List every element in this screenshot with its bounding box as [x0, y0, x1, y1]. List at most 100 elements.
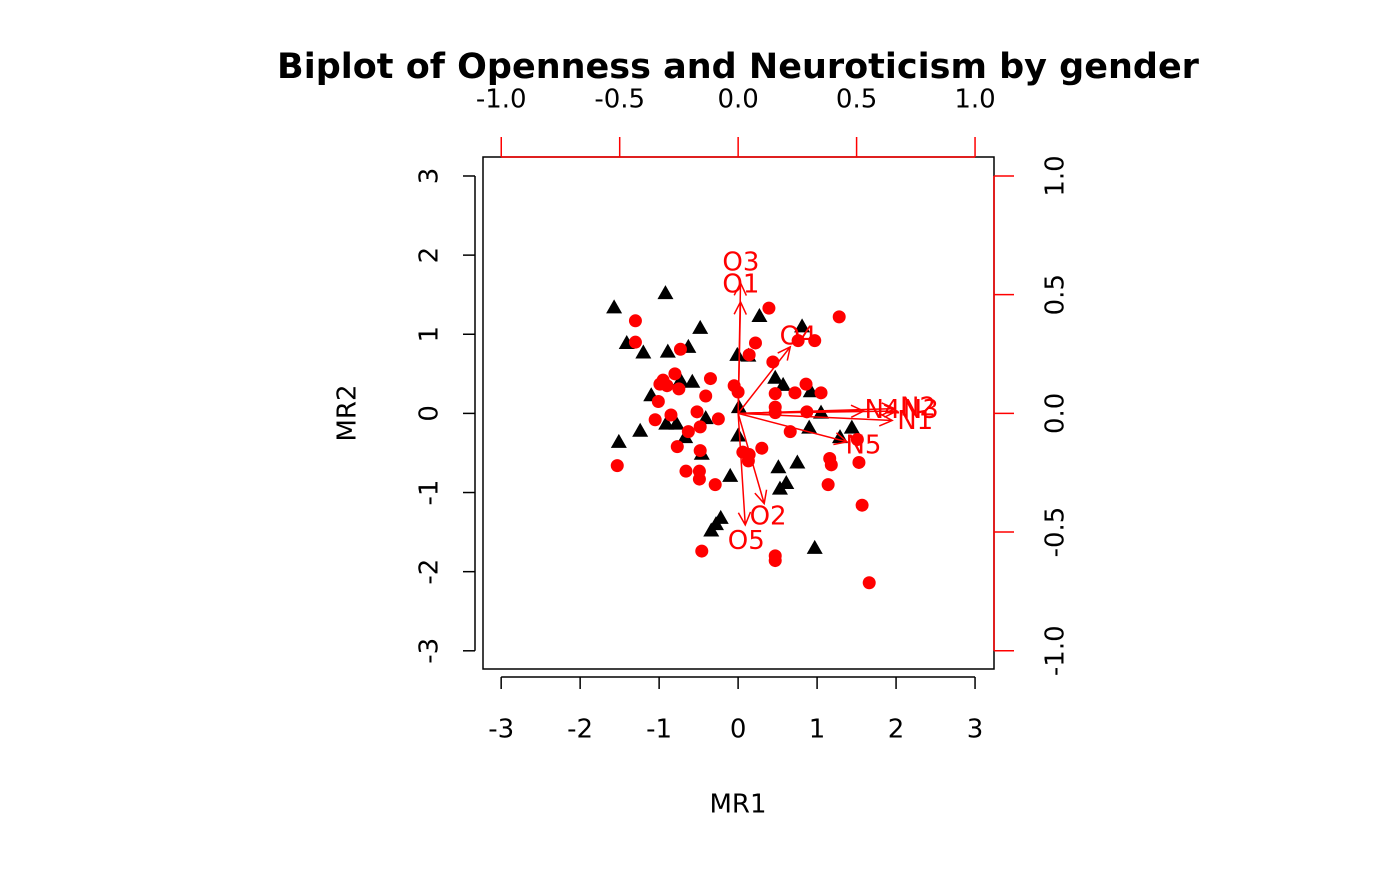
- triangle-point: [606, 299, 623, 314]
- triangle-point: [657, 285, 674, 300]
- x-tick-label: 3: [967, 715, 984, 745]
- circle-point: [766, 355, 780, 369]
- y-tick-label: 3: [415, 168, 445, 185]
- y-axis-label: MR2: [333, 384, 363, 441]
- triangle-point: [806, 539, 823, 554]
- triangle-point: [668, 415, 685, 430]
- x-tick-label: -3: [488, 715, 514, 745]
- circle-point: [668, 367, 682, 381]
- loading-label: N2: [900, 392, 936, 422]
- circle-point: [693, 444, 707, 458]
- circle-point: [628, 335, 642, 349]
- loading-label: O5: [728, 526, 765, 556]
- triangle-point: [684, 373, 701, 388]
- circle-point: [610, 459, 624, 473]
- circle-point: [695, 544, 709, 558]
- loading-label: N1: [897, 406, 933, 436]
- x2-tick-label: 0.5: [836, 85, 877, 115]
- circle-point: [670, 440, 684, 454]
- y-tick-label: 1: [415, 326, 445, 343]
- circle-point: [679, 464, 693, 478]
- circle-point: [788, 386, 802, 400]
- y-tick-label: -1: [415, 480, 445, 506]
- circle-point: [681, 425, 695, 439]
- x2-tick-label: 0.0: [717, 85, 758, 115]
- circle-point: [748, 336, 762, 350]
- triangle-point: [794, 318, 811, 333]
- loading-arrow: [738, 404, 866, 418]
- loading-arrow: [737, 413, 752, 527]
- x-tick-label: -2: [567, 715, 593, 745]
- triangle-point: [843, 419, 860, 434]
- circle-point: [693, 420, 707, 434]
- triangle-point: [771, 480, 788, 495]
- x-tick-label: 1: [809, 715, 826, 745]
- circle-point: [651, 395, 665, 409]
- circle-point: [628, 314, 642, 328]
- x-tick-label: 0: [730, 715, 747, 745]
- y-tick-label: -2: [415, 559, 445, 585]
- loading-label: O3: [722, 248, 759, 278]
- circle-point: [664, 408, 678, 422]
- triangle-point: [632, 422, 649, 437]
- circle-point: [692, 472, 706, 486]
- triangle-point: [789, 454, 806, 469]
- circle-point: [852, 455, 866, 469]
- triangle-point: [729, 346, 746, 361]
- circle-point: [799, 377, 813, 391]
- loading-arrow: [737, 412, 849, 446]
- triangle-point: [672, 372, 689, 387]
- triangle-point: [703, 522, 720, 537]
- triangle-point: [770, 459, 787, 474]
- x-axis-label: MR1: [709, 790, 766, 820]
- loading-arrow: [738, 412, 894, 427]
- circle-point: [768, 387, 782, 401]
- circle-point: [850, 433, 864, 447]
- circle-point: [703, 372, 717, 386]
- y2-tick-label: 0.5: [1041, 274, 1071, 315]
- y-tick-label: 0: [415, 405, 445, 422]
- y2-tick-label: 1.0: [1041, 155, 1071, 196]
- loading-arrow: [737, 345, 792, 414]
- triangle-point: [610, 433, 627, 448]
- x-tick-label: 2: [888, 715, 905, 745]
- y-tick-label: -3: [415, 638, 445, 664]
- triangle-point: [722, 467, 739, 482]
- loading-label: O4: [780, 321, 817, 351]
- loading-label: N3: [903, 395, 939, 425]
- circle-point: [821, 478, 835, 492]
- circle-point: [755, 441, 769, 455]
- circle-point: [673, 342, 687, 356]
- triangle-point: [635, 344, 652, 359]
- triangle-point: [751, 308, 768, 323]
- y2-tick-label: 0.0: [1041, 393, 1071, 434]
- y-tick-label: 2: [415, 247, 445, 264]
- circle-point: [855, 498, 869, 512]
- circle-point: [862, 576, 876, 590]
- circle-point: [814, 386, 828, 400]
- y2-tick-label: -1.0: [1041, 625, 1071, 676]
- circle-point: [711, 412, 725, 426]
- x2-tick-label: -0.5: [594, 85, 645, 115]
- circle-point: [699, 389, 713, 403]
- triangle-point: [730, 427, 747, 442]
- circle-point: [660, 379, 674, 393]
- loading-arrow: [737, 413, 768, 506]
- loading-arrow: [733, 281, 748, 414]
- circle-point: [768, 554, 782, 568]
- circle-point: [762, 301, 776, 315]
- circle-point: [672, 382, 686, 396]
- circle-point: [690, 405, 704, 419]
- x2-tick-label: 1.0: [954, 85, 995, 115]
- triangle-point: [658, 415, 675, 430]
- y2-tick-label: -0.5: [1041, 507, 1071, 558]
- loading-label: O2: [750, 502, 787, 532]
- triangle-point: [692, 319, 709, 334]
- x2-tick-label: -1.0: [476, 85, 527, 115]
- loading-label: N5: [845, 431, 881, 461]
- circle-point: [708, 478, 722, 492]
- triangle-point: [767, 369, 784, 384]
- circle-point: [648, 413, 662, 427]
- circle-point: [742, 348, 756, 362]
